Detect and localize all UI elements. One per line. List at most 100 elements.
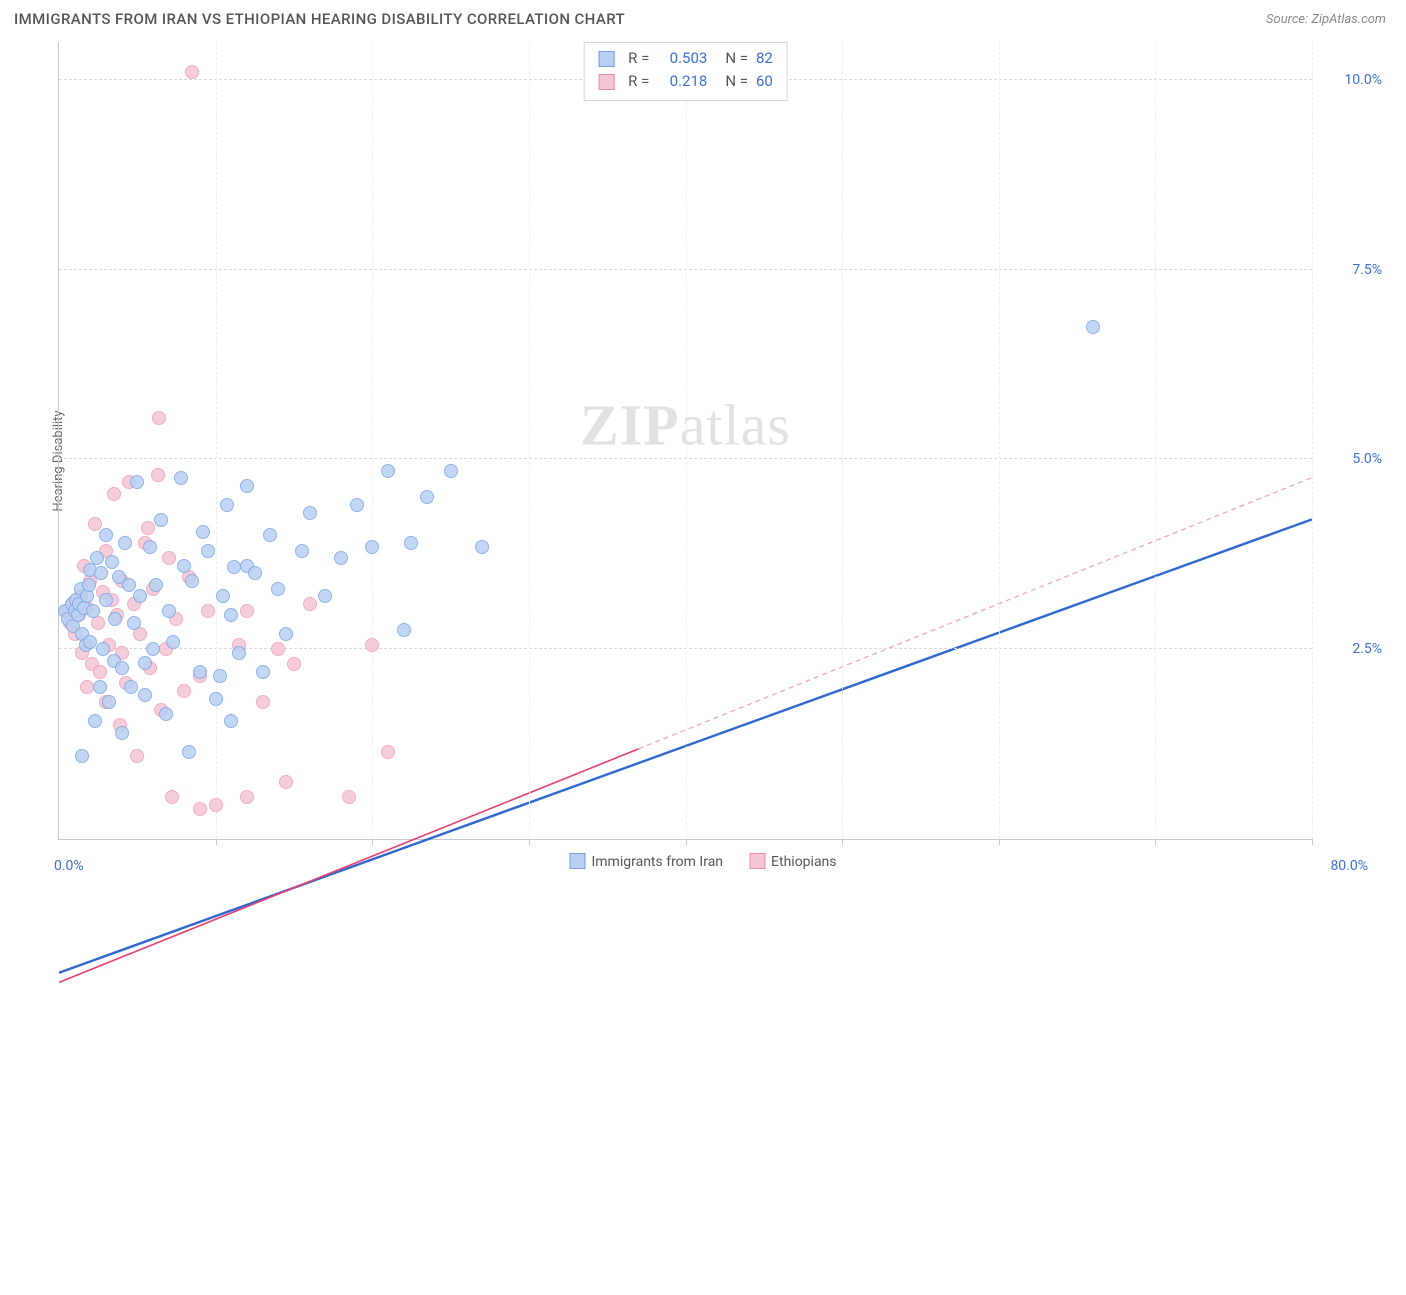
x-tick-mark (372, 839, 373, 845)
x-tick-mark (1312, 839, 1313, 845)
gridline-vertical (529, 42, 530, 839)
data-point (166, 635, 180, 649)
data-point (138, 656, 152, 670)
x-tick-mark (529, 839, 530, 845)
data-point (248, 566, 262, 580)
data-point (365, 540, 379, 554)
y-tick-label: 2.5% (1322, 641, 1382, 657)
data-point (165, 790, 179, 804)
legend-bottom: Immigrants from IranEthiopians (569, 853, 836, 870)
data-point (216, 589, 230, 603)
x-axis-origin-label: 0.0% (54, 858, 84, 874)
correlation-stats-box: R =0.503N =82R = 0.218 N = 60 (583, 42, 788, 101)
data-point (177, 684, 191, 698)
data-point (151, 468, 165, 482)
gridline-vertical (842, 42, 843, 839)
data-point (127, 616, 141, 630)
stat-swatch (598, 74, 614, 90)
data-point (152, 411, 166, 425)
trend-line-extrapolated (639, 478, 1312, 749)
data-point (193, 802, 207, 816)
data-point (279, 627, 293, 641)
data-point (381, 464, 395, 478)
data-point (75, 749, 89, 763)
data-point (143, 540, 157, 554)
data-point (256, 665, 270, 679)
data-point (381, 745, 395, 759)
legend-swatch (749, 853, 765, 869)
stat-n-value: 60 (756, 70, 773, 93)
data-point (209, 798, 223, 812)
data-point (287, 657, 301, 671)
x-axis-max-label: 80.0% (1330, 858, 1368, 874)
data-point (86, 604, 100, 618)
watermark-bold: ZIP (580, 392, 680, 457)
gridline-vertical (216, 42, 217, 839)
data-point (182, 745, 196, 759)
data-point (130, 475, 144, 489)
data-point (342, 790, 356, 804)
data-point (240, 790, 254, 804)
data-point (138, 688, 152, 702)
data-point (303, 597, 317, 611)
data-point (185, 65, 199, 79)
data-point (154, 513, 168, 527)
data-point (224, 608, 238, 622)
data-point (224, 714, 238, 728)
data-point (108, 612, 122, 626)
data-point (90, 551, 104, 565)
data-point (105, 555, 119, 569)
data-point (1086, 320, 1100, 334)
data-point (475, 540, 489, 554)
data-point (88, 517, 102, 531)
data-point (162, 604, 176, 618)
stat-n-value: 82 (756, 47, 773, 70)
source-attribution: Source: ZipAtlas.com (1266, 12, 1386, 27)
legend-item: Ethiopians (749, 853, 836, 870)
trend-line (59, 749, 639, 982)
data-point (420, 490, 434, 504)
gridline-vertical (1155, 42, 1156, 839)
data-point (318, 589, 332, 603)
stat-r-value: 0.503 (657, 47, 707, 70)
gridline-vertical (372, 42, 373, 839)
data-point (122, 578, 136, 592)
data-point (397, 623, 411, 637)
data-point (240, 479, 254, 493)
stat-n-label: N = (725, 70, 748, 93)
data-point (107, 487, 121, 501)
stat-r-label: R = (628, 70, 649, 93)
x-tick-mark (999, 839, 1000, 845)
data-point (118, 536, 132, 550)
stat-row: R =0.503N =82 (598, 47, 773, 70)
data-point (263, 528, 277, 542)
chart-title: IMMIGRANTS FROM IRAN VS ETHIOPIAN HEARIN… (14, 10, 625, 28)
data-point (303, 506, 317, 520)
data-point (94, 566, 108, 580)
data-point (159, 707, 173, 721)
data-point (130, 749, 144, 763)
data-point (177, 559, 191, 573)
stat-r-value: 0.218 (657, 70, 707, 93)
data-point (99, 528, 113, 542)
gridline-vertical (999, 42, 1000, 839)
data-point (271, 642, 285, 656)
data-point (193, 665, 207, 679)
legend-swatch (569, 853, 585, 869)
data-point (115, 726, 129, 740)
stat-swatch (598, 51, 614, 67)
chart-header: IMMIGRANTS FROM IRAN VS ETHIOPIAN HEARIN… (0, 0, 1406, 36)
data-point (232, 646, 246, 660)
watermark-light: atlas (680, 392, 791, 457)
data-point (295, 544, 309, 558)
data-point (404, 536, 418, 550)
stat-row: R = 0.218 N = 60 (598, 70, 773, 93)
data-point (88, 714, 102, 728)
data-point (334, 551, 348, 565)
data-point (102, 695, 116, 709)
data-point (209, 692, 223, 706)
data-point (96, 642, 110, 656)
data-point (201, 544, 215, 558)
data-point (444, 464, 458, 478)
data-point (185, 574, 199, 588)
